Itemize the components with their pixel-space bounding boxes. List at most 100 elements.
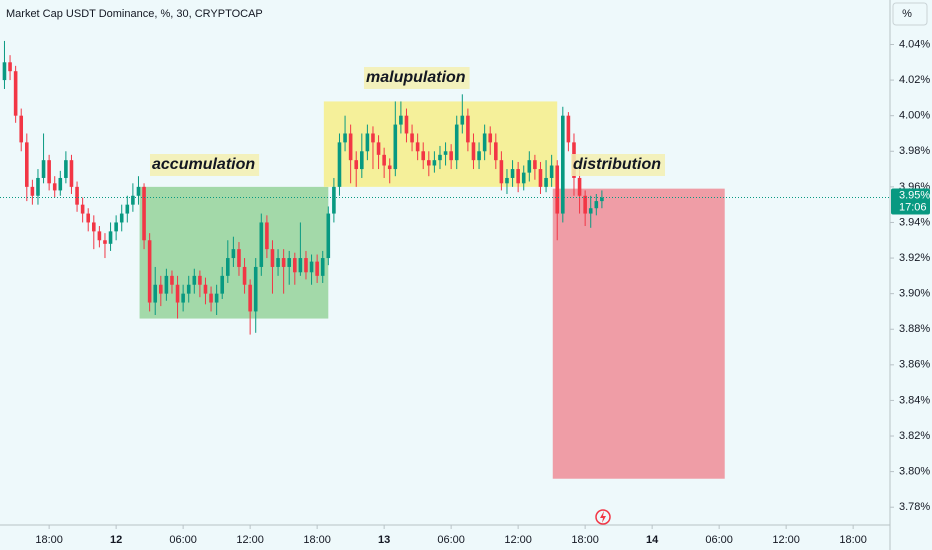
candle-body xyxy=(131,195,135,205)
candle-body xyxy=(549,165,554,178)
candle-body xyxy=(583,195,587,214)
x-tick-label: 06:00 xyxy=(437,534,465,546)
x-tick-label: 18:00 xyxy=(35,534,63,546)
alert-icon[interactable] xyxy=(595,509,611,525)
x-tick-label: 06:00 xyxy=(169,534,197,546)
candle-body xyxy=(80,204,85,214)
candle-body xyxy=(438,154,442,161)
candle-body xyxy=(8,62,12,72)
candle-body xyxy=(482,133,487,152)
candle-body xyxy=(538,169,543,187)
candle-body xyxy=(69,160,74,187)
candle-body xyxy=(97,231,102,241)
unit-button[interactable] xyxy=(892,2,928,26)
candle-body xyxy=(147,240,152,303)
candle-body xyxy=(298,258,303,273)
candle-body xyxy=(281,258,286,267)
candle-body xyxy=(510,169,515,178)
candle-body xyxy=(460,115,465,125)
candle-body xyxy=(320,258,325,276)
y-tick-label: 4.02% xyxy=(899,74,930,86)
candle-body xyxy=(337,142,342,187)
candle-body xyxy=(309,261,314,273)
annotation-background xyxy=(364,67,470,89)
candle-body xyxy=(2,62,7,81)
x-tick-label: 12:00 xyxy=(504,534,532,546)
candle-body xyxy=(226,258,230,276)
candle-body xyxy=(242,266,247,285)
candle-body xyxy=(566,115,571,143)
candle-body xyxy=(371,133,375,143)
candle-body xyxy=(443,151,448,155)
candle-body xyxy=(114,222,118,232)
x-tick-label: 12:00 xyxy=(236,534,264,546)
candle-body xyxy=(36,177,40,196)
candle-body xyxy=(393,124,398,170)
candle-body xyxy=(75,186,79,205)
candle-body xyxy=(19,115,24,143)
candle-body xyxy=(488,133,493,143)
y-tick-label: 3.94% xyxy=(899,216,930,228)
unit-label[interactable]: % xyxy=(902,8,912,20)
candle-body xyxy=(404,115,409,134)
candle-body xyxy=(494,142,498,161)
x-tick-label: 06:00 xyxy=(705,534,733,546)
y-tick-label: 3.84% xyxy=(899,394,930,406)
candle-body xyxy=(13,71,18,116)
annotation-background xyxy=(150,154,260,176)
candle-body xyxy=(588,208,593,214)
candle-body xyxy=(360,151,364,170)
candle-body xyxy=(181,293,185,303)
candle-body xyxy=(332,186,336,214)
candle-body xyxy=(516,169,520,184)
candle-body xyxy=(449,151,453,161)
candle-body xyxy=(164,275,169,294)
candle-body xyxy=(382,154,386,166)
candle-body xyxy=(365,133,370,152)
candle-body xyxy=(142,186,146,241)
candle-body xyxy=(577,177,582,196)
candle-body xyxy=(119,213,124,223)
chart-title: Market Cap USDT Dominance, %, 30, CRYPTO… xyxy=(6,8,263,20)
last-price-label: 3.95% xyxy=(899,189,930,201)
candle-body xyxy=(399,115,403,125)
candle-body xyxy=(561,115,565,214)
y-tick-label: 3.88% xyxy=(899,323,930,335)
candle-body xyxy=(304,258,308,273)
y-tick-label: 3.90% xyxy=(899,288,930,300)
candle-body xyxy=(58,177,63,191)
y-tick-label: 3.78% xyxy=(899,501,930,513)
candle-body xyxy=(231,249,236,259)
candle-body xyxy=(192,275,197,285)
candle-body xyxy=(521,172,526,184)
candle-body xyxy=(265,222,269,250)
candle-body xyxy=(287,258,292,267)
candle-body xyxy=(237,249,241,267)
candle-body xyxy=(555,165,560,214)
candle-body xyxy=(594,201,599,209)
candle-body xyxy=(315,261,319,276)
x-tick-label: 13 xyxy=(378,534,390,546)
x-tick-label: 18:00 xyxy=(839,534,867,546)
candle-body xyxy=(175,284,180,303)
y-tick-label: 3.92% xyxy=(899,252,930,264)
candle-body xyxy=(92,222,96,232)
candle-body xyxy=(108,231,113,244)
candle-body xyxy=(198,275,202,285)
y-tick-label: 3.80% xyxy=(899,466,930,478)
candle-body xyxy=(30,186,35,196)
candle-body xyxy=(276,258,280,267)
x-tick-label: 18:00 xyxy=(571,534,599,546)
candle-body xyxy=(209,293,213,303)
candle-body xyxy=(454,124,459,161)
last-price-tag xyxy=(891,188,930,215)
annotation: accumulation xyxy=(152,156,255,173)
y-tick-label: 3.86% xyxy=(899,359,930,371)
candle-body xyxy=(52,183,57,191)
candle-body xyxy=(600,197,604,202)
candle-body xyxy=(533,160,537,170)
x-tick-label: 12:00 xyxy=(772,534,800,546)
candle-body xyxy=(466,115,470,143)
candle-body xyxy=(253,266,258,312)
